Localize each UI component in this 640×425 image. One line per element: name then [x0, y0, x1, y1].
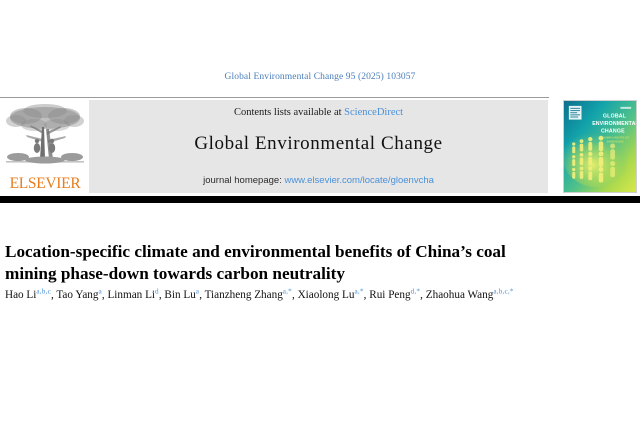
svg-text:GLOBAL: GLOBAL [603, 114, 627, 120]
author-name-text: Tao Yang [56, 289, 99, 301]
author-entry[interactable]: Tianzheng Zhanga,* [204, 287, 292, 301]
masthead-black-bar [0, 196, 640, 203]
svg-text:CHANGE: CHANGE [601, 128, 625, 134]
author-name-text: Xiaolong Lu [297, 289, 355, 301]
author-affiliation-marker[interactable]: a [195, 287, 200, 296]
contents-prefix-text: Contents lists available at [233, 107, 342, 118]
author-name-text: Tianzheng Zhang [204, 289, 283, 301]
elsevier-wordmark: ELSEVIER [9, 174, 81, 192]
author-list: Hao Lia,b,c, Tao Yanga, Linman Lid, Bin … [5, 287, 514, 301]
author-entry[interactable]: Tao Yanga [56, 287, 102, 301]
author-entry[interactable]: Linman Lid [107, 287, 159, 301]
author-affiliation-marker[interactable]: a [98, 287, 102, 296]
journal-title: Global Environmental Change [194, 133, 443, 154]
svg-text:DIMENSIONS: DIMENSIONS [607, 140, 624, 143]
homepage-prefix-text: journal homepage: [203, 175, 282, 186]
masthead-top-rule [0, 97, 549, 98]
elsevier-logo[interactable]: ELSEVIER [4, 101, 86, 193]
author-affiliation-marker[interactable]: a,b,c,* [493, 287, 514, 296]
article-title-line-2: mining phase-down towards carbon neutral… [5, 263, 345, 283]
author-affiliation-marker[interactable]: a,b,c [36, 287, 51, 296]
author-name-text: Zhaohua Wang [425, 289, 494, 301]
author-affiliation-marker[interactable]: d [155, 287, 159, 296]
journal-reference-line: Global Environmental Change 95 (2025) 10… [224, 72, 416, 82]
author-name-text: Linman Li [107, 289, 156, 301]
elsevier-tree-icon [4, 101, 86, 173]
article-title: Location-specific climate and environmen… [5, 241, 605, 285]
sciencedirect-link[interactable]: ScienceDirect [344, 107, 404, 118]
author-entry[interactable]: Bin Lua [164, 287, 200, 301]
svg-text:ENVIRONMENTAL: ENVIRONMENTAL [592, 121, 636, 127]
author-entry[interactable]: Xiaolong Lua,* [297, 287, 364, 301]
author-entry[interactable]: Hao Lia,b,c [5, 287, 51, 301]
contents-available-line: Contents lists available at ScienceDirec… [89, 107, 548, 118]
author-entry[interactable]: Zhaohua Wanga,b,c,* [425, 287, 514, 301]
author-entry[interactable]: Rui Pengd,* [369, 287, 421, 301]
journal-masthead: ELSEVIER Contents lists available at Sci… [0, 100, 640, 195]
author-name-text: Bin Lu [164, 289, 196, 301]
journal-cover-thumbnail[interactable]: GLOBAL ENVIRONMENTAL CHANGE HUMAN AND PO… [563, 100, 637, 193]
contents-banner: Contents lists available at ScienceDirec… [89, 100, 548, 193]
journal-homepage-link[interactable]: www.elsevier.com/locate/gloenvcha [284, 175, 434, 186]
author-affiliation-marker[interactable]: a,* [282, 287, 292, 296]
svg-text:HUMAN AND POLICY: HUMAN AND POLICY [603, 137, 630, 140]
journal-homepage-line: journal homepage: www.elsevier.com/locat… [89, 175, 548, 186]
article-title-line-1: Location-specific climate and environmen… [5, 241, 506, 261]
author-name-text: Hao Li [5, 289, 37, 301]
author-affiliation-marker[interactable]: a,* [354, 287, 364, 296]
author-name-text: Rui Peng [369, 289, 411, 301]
author-affiliation-marker[interactable]: d,* [410, 287, 421, 296]
